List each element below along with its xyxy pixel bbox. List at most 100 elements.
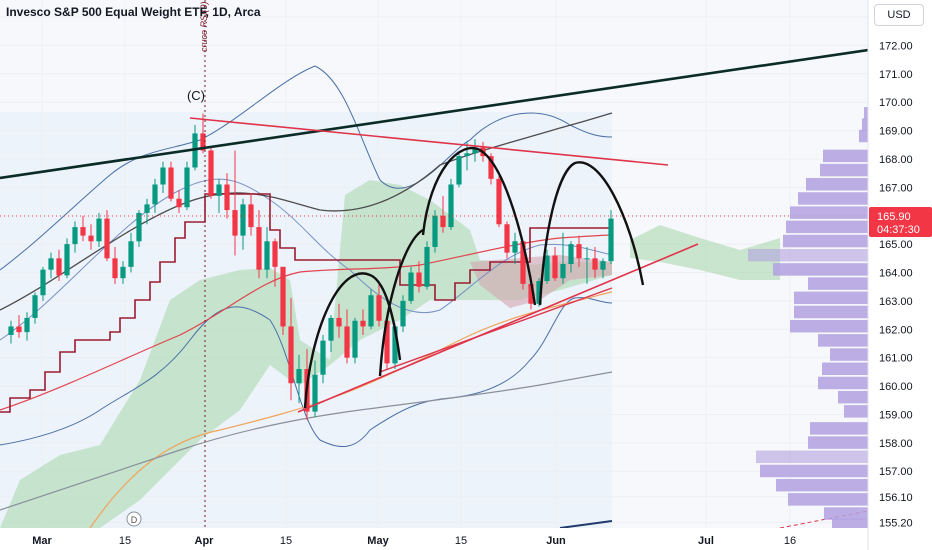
candle <box>360 309 366 335</box>
trendline-blue-bottom <box>559 520 613 528</box>
rsi-cross-label: cruce RSI(9) <box>199 1 209 52</box>
candle <box>280 266 286 335</box>
price-tick-label: 163.00 <box>879 296 913 308</box>
candle <box>168 161 174 202</box>
volume-profile-bar <box>756 450 868 464</box>
candle <box>224 173 230 219</box>
time-tick-label: Mar <box>32 535 52 547</box>
volume-profile-bar <box>788 493 868 506</box>
volume-profile-bar <box>808 277 868 290</box>
candlestick-series <box>8 113 614 421</box>
volume-profile-bar <box>844 405 868 418</box>
time-axis-ticks: Mar 15 Apr 15 May 15 Jun Jul 16 <box>32 535 796 547</box>
moving-average-gray <box>0 371 613 511</box>
volume-profile-bar <box>862 118 868 131</box>
currency-selector[interactable]: USD <box>874 4 924 26</box>
candle <box>576 235 582 267</box>
candle <box>96 212 102 247</box>
volume-profile-bar <box>810 422 868 435</box>
price-tick-label: 169.00 <box>879 126 913 138</box>
candle <box>232 150 238 256</box>
price-tick-label: 171.00 <box>879 69 913 81</box>
volume-profile-bar <box>790 206 868 219</box>
trendline-red-lower <box>297 243 699 413</box>
price-axis[interactable] <box>868 0 932 550</box>
price-tick-label: 161.00 <box>879 353 913 365</box>
svg-text:165.90: 165.90 <box>877 211 911 223</box>
candle <box>456 153 462 188</box>
time-tick-label: 15 <box>455 535 467 547</box>
candle <box>88 224 94 250</box>
volume-profile-bar <box>748 248 868 262</box>
volume-profile-bar <box>798 192 868 205</box>
candle <box>320 334 326 384</box>
price-tick-label: 170.00 <box>879 97 913 109</box>
volume-profile-bar <box>822 362 868 376</box>
ichimoku-cloud-green <box>0 180 612 528</box>
candle <box>272 238 278 287</box>
candle <box>40 266 46 301</box>
candle <box>128 232 134 273</box>
moving-average-dark <box>0 112 613 311</box>
candle <box>432 210 438 253</box>
candle <box>24 312 30 341</box>
price-tick-label: 162.00 <box>879 324 913 336</box>
time-tick-label: 16 <box>784 535 796 547</box>
volume-profile-bar <box>776 478 868 492</box>
candle <box>496 176 502 228</box>
bollinger-upper <box>0 65 613 271</box>
ichimoku-cloud-green-future <box>630 225 780 280</box>
volume-profile-bar <box>790 319 868 333</box>
baseline-step-line <box>0 193 612 413</box>
candle <box>176 190 182 213</box>
dividend-marker-label: D <box>131 515 138 525</box>
candle <box>32 292 38 324</box>
price-tick-label: 158.00 <box>879 438 913 450</box>
candle <box>504 221 510 259</box>
candle <box>408 266 414 304</box>
candle <box>512 232 518 264</box>
volume-profile-bar <box>783 234 868 248</box>
trendline-black-upper <box>0 48 868 180</box>
volume-profile-bar <box>823 149 868 163</box>
candle <box>208 147 214 199</box>
trendline-red-upper <box>189 117 669 166</box>
volume-profile-bar <box>818 376 868 390</box>
candle <box>184 161 190 211</box>
chart-title: Invesco S&P 500 Equal Weight ETF, 1D, Ar… <box>6 5 261 19</box>
candle <box>584 246 590 284</box>
time-tick-label: May <box>367 535 389 547</box>
time-tick-label: Apr <box>195 535 215 547</box>
candle <box>600 258 606 279</box>
arc-3 <box>421 147 537 306</box>
candle <box>112 246 118 284</box>
candle <box>440 195 446 233</box>
candle <box>288 298 294 401</box>
candle <box>200 113 206 154</box>
candle <box>336 303 342 338</box>
candle <box>384 317 390 370</box>
price-tick-label: 159.00 <box>879 409 913 421</box>
candle <box>104 210 110 262</box>
candle <box>144 198 150 225</box>
arc-2 <box>378 228 424 377</box>
candle <box>296 354 302 404</box>
candle <box>264 227 270 279</box>
candle <box>256 210 262 279</box>
price-tick-label: 156.10 <box>879 492 913 504</box>
volume-profile-bar <box>818 334 868 347</box>
time-tick-label: Jul <box>698 535 714 547</box>
candle <box>216 178 222 213</box>
price-tick-label: 165.00 <box>879 239 913 251</box>
price-tick-label: 157.00 <box>879 466 913 478</box>
volume-profile-bar <box>830 348 868 361</box>
candle <box>160 161 166 194</box>
candle <box>120 261 126 284</box>
dividend-marker[interactable] <box>126 511 142 527</box>
time-axis[interactable] <box>0 528 868 550</box>
price-tick-label: 160.00 <box>879 381 913 393</box>
price-tick-label: 164.00 <box>879 268 913 280</box>
arc-1 <box>303 272 402 409</box>
price-tick-label: 167.00 <box>879 182 913 194</box>
